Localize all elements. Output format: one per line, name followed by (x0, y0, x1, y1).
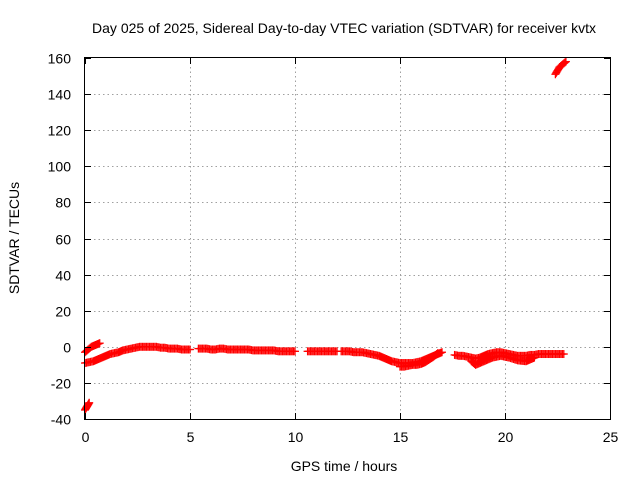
data-point (85, 398, 94, 407)
data-point (561, 57, 570, 66)
x-tick-label: 0 (82, 429, 90, 445)
grid-layer (85, 58, 610, 419)
x-tick-label: 5 (187, 429, 195, 445)
y-tick-label: -20 (51, 376, 71, 392)
y-tick-label: 80 (55, 195, 71, 211)
x-tick-label: 20 (498, 429, 514, 445)
x-tick-label: 25 (603, 429, 619, 445)
y-tick-label: 60 (55, 232, 71, 248)
y-tick-label: 100 (48, 159, 72, 175)
ticks-layer (85, 58, 611, 420)
y-tick-label: 40 (55, 268, 71, 284)
y-tick-label: 20 (55, 304, 71, 320)
data-point (530, 353, 539, 362)
x-tick-label: 10 (288, 429, 304, 445)
data-point-fill (560, 58, 569, 67)
data-point-fill (432, 350, 441, 359)
chart-title: Day 025 of 2025, Sidereal Day-to-day VTE… (92, 20, 596, 36)
y-tick-label: 160 (48, 51, 72, 67)
data-point (438, 348, 446, 357)
y-tick-label: 140 (48, 87, 72, 103)
plot-frame (84, 57, 611, 420)
labels-layer: 0 5 10 15 20 25 -40 -20 0 20 40 60 80 100 120 140 160 (48, 51, 619, 446)
x-tick-label: 15 (393, 429, 409, 445)
y-tick-label: 0 (63, 340, 71, 356)
marks-layer (81, 57, 570, 414)
y-tick-label: -40 (51, 412, 71, 428)
x-axis-label: GPS time / hours (291, 458, 398, 474)
data-point (291, 347, 299, 356)
y-axis-label: SDTVAR / TECUs (6, 182, 22, 294)
data-point (95, 339, 104, 348)
y-tick-label: 120 (48, 123, 72, 139)
data-point (559, 350, 568, 359)
data-point (186, 345, 194, 354)
data-point (433, 349, 442, 358)
